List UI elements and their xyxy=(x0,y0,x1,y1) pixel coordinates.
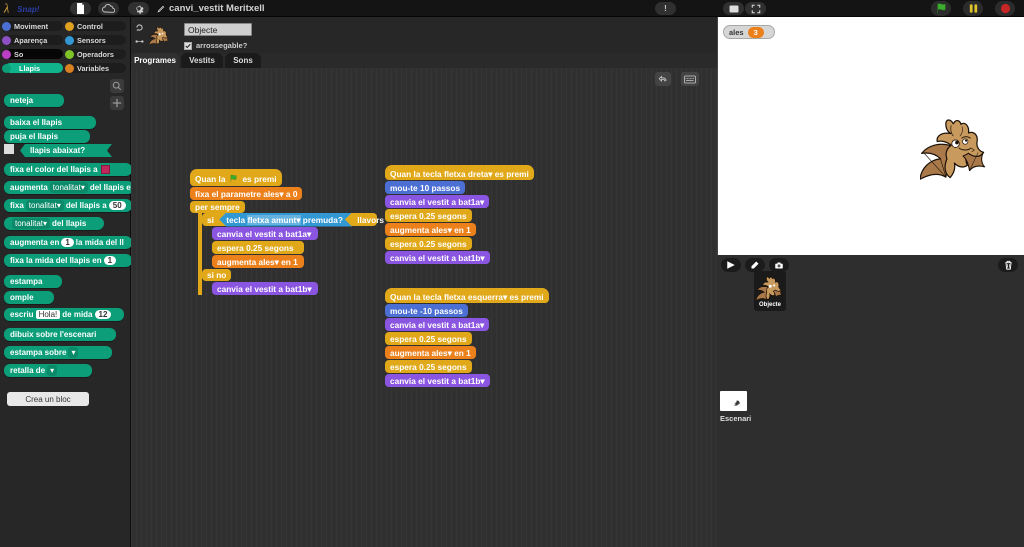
svg-text:λ: λ xyxy=(3,2,9,16)
svg-text:Snap!: Snap! xyxy=(17,5,40,14)
